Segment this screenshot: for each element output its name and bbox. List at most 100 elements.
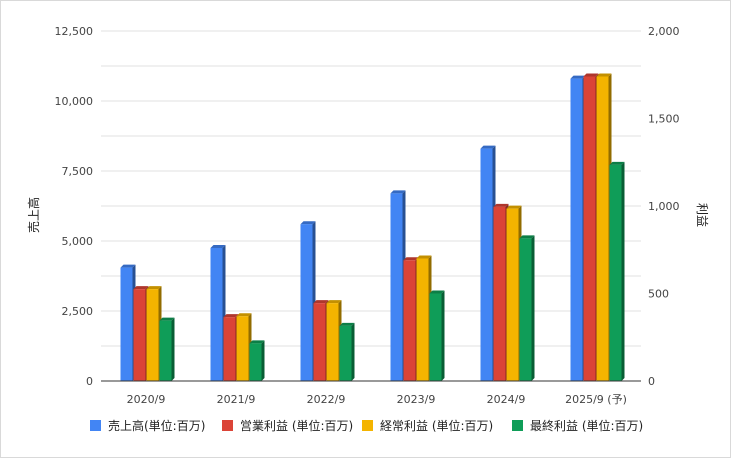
left-tick-label: 0 — [86, 375, 93, 388]
bar-side — [441, 290, 445, 381]
bar-top — [223, 314, 239, 318]
x-category-label: 2025/9 (予) — [565, 393, 627, 406]
bar-front — [596, 76, 609, 381]
legend-item: 最終利益 (単位:百万) — [512, 418, 643, 433]
bar-top — [210, 245, 226, 248]
bar-side — [531, 235, 535, 381]
bar-top — [326, 300, 342, 304]
bar-front — [416, 258, 429, 381]
bar-front — [339, 325, 352, 381]
bar — [210, 245, 226, 381]
legend-label: 経常利益 (単位:百万) — [380, 418, 493, 433]
legend-swatch — [362, 420, 373, 431]
bar-front — [223, 317, 236, 381]
left-tick-label: 7,500 — [62, 165, 94, 178]
x-category-label: 2023/9 — [397, 393, 436, 406]
bar — [133, 286, 149, 381]
legend-label: 最終利益 (単位:百万) — [530, 418, 643, 433]
legend-label: 売上高(単位:百万) — [108, 418, 205, 433]
legend-swatch — [512, 420, 523, 431]
x-category-label: 2024/9 — [487, 393, 526, 406]
bar — [326, 300, 342, 381]
x-category-label: 2022/9 — [307, 393, 346, 406]
bar-top — [480, 145, 496, 149]
right-axis-title: 利益 — [695, 203, 709, 227]
bar-front — [326, 303, 339, 381]
bar-front — [159, 320, 172, 381]
legend-label: 営業利益 (単位:百万) — [240, 418, 353, 433]
legend-swatch — [90, 420, 101, 431]
bar-top — [596, 73, 612, 77]
bar-top — [120, 264, 136, 268]
bar — [480, 145, 496, 381]
right-tick-label: 1,500 — [648, 113, 680, 126]
bar-top — [403, 257, 419, 261]
bar — [493, 203, 509, 381]
bar — [570, 75, 586, 381]
right-tick-label: 0 — [648, 375, 655, 388]
bar-front — [570, 78, 583, 381]
gridlines — [101, 30, 641, 347]
bar-top — [249, 340, 265, 344]
right-tick-label: 1,000 — [648, 200, 680, 213]
bar-front — [249, 343, 262, 381]
bar — [120, 264, 136, 381]
bar-top — [570, 75, 586, 79]
bar — [596, 73, 612, 381]
right-axis-ticks: 0 500 1,000 1,500 2,000 — [648, 25, 680, 388]
bar — [583, 73, 599, 381]
left-tick-label: 10,000 — [55, 95, 94, 108]
bar-front — [493, 206, 506, 381]
bar-side — [351, 322, 355, 381]
bar — [300, 221, 316, 381]
bars — [120, 73, 625, 381]
bar-side — [171, 317, 175, 381]
bar — [249, 340, 265, 381]
x-category-label: 2020/9 — [127, 393, 166, 406]
bar-top — [609, 161, 625, 165]
bar-front — [519, 238, 532, 381]
legend-item: 営業利益 (単位:百万) — [222, 418, 353, 433]
bar-front — [300, 224, 313, 381]
right-tick-label: 2,000 — [648, 25, 680, 38]
legend-swatch — [222, 420, 233, 431]
bar-front — [429, 293, 442, 381]
bar-top — [133, 286, 149, 290]
bar — [223, 314, 239, 381]
bar — [403, 257, 419, 381]
legend-item: 経常利益 (単位:百万) — [362, 418, 493, 433]
right-tick-label: 500 — [648, 288, 669, 301]
bar — [429, 290, 445, 381]
bar-front — [120, 267, 133, 381]
bar-front — [146, 289, 159, 381]
bar-top — [159, 317, 175, 321]
left-tick-label: 2,500 — [62, 305, 94, 318]
bar-top — [300, 221, 316, 225]
bar-front — [133, 289, 146, 381]
x-axis-categories: 2020/9 2021/9 2022/9 2023/9 2024/9 2025/9 (予) — [127, 393, 627, 406]
bar — [313, 300, 329, 381]
legend: 売上高(単位:百万) 営業利益 (単位:百万) 経常利益 (単位:百万) 最終利益 (… — [90, 418, 643, 433]
left-axis-title: 売上高 — [26, 197, 41, 233]
bar-top — [493, 203, 509, 207]
bar-top — [146, 286, 162, 290]
bar-top — [583, 73, 599, 77]
left-tick-label: 12,500 — [55, 25, 94, 38]
bar-front — [609, 164, 622, 381]
bar — [519, 235, 535, 381]
bar-front — [210, 248, 223, 381]
left-tick-label: 5,000 — [62, 235, 94, 248]
bar-front — [403, 260, 416, 381]
bar-top — [506, 205, 522, 209]
x-category-label: 2021/9 — [217, 393, 256, 406]
bar-front — [480, 148, 493, 381]
bar — [416, 255, 432, 381]
bar — [236, 313, 252, 381]
bar-front — [313, 303, 326, 381]
bar-front — [506, 208, 519, 381]
bar-front — [236, 316, 249, 381]
bar-side — [261, 340, 265, 381]
bar-top — [390, 190, 406, 194]
